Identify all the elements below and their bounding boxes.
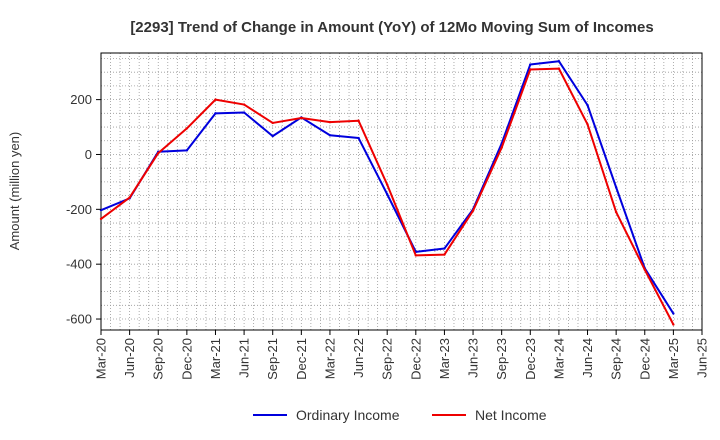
data-point-ordinary-income	[271, 134, 274, 138]
data-point-ordinary-income	[214, 112, 217, 115]
data-point-ordinary-income	[557, 60, 561, 63]
x-tick-label: Dec-23	[523, 338, 538, 380]
data-point-ordinary-income	[529, 63, 532, 66]
data-point-net-income	[414, 254, 418, 257]
data-point-net-income	[214, 98, 217, 101]
data-point-net-income	[157, 151, 160, 155]
y-tick-label: -600	[66, 312, 92, 327]
data-point-net-income	[672, 323, 675, 326]
x-tick-label: Jun-20	[122, 338, 137, 378]
data-point-net-income	[443, 253, 446, 256]
data-point-net-income	[99, 217, 103, 221]
x-tick-label: Jun-23	[466, 338, 481, 378]
x-tick-label: Mar-24	[551, 338, 566, 379]
data-point-net-income	[357, 119, 360, 122]
plot-area	[101, 53, 702, 330]
data-point-net-income	[471, 209, 475, 212]
x-tick-label: Sep-24	[609, 338, 624, 380]
x-tick-label: Jun-25	[695, 338, 710, 378]
data-point-net-income	[328, 120, 332, 124]
data-point-ordinary-income	[357, 136, 360, 140]
y-axis-label: Amount (million yen)	[7, 132, 22, 251]
data-point-net-income	[385, 183, 389, 186]
legend: Ordinary Income Net Income	[253, 407, 547, 423]
data-point-net-income	[271, 121, 274, 125]
x-tick-label: Mar-23	[437, 338, 452, 379]
data-point-ordinary-income	[614, 186, 618, 189]
x-tick-label: Mar-20	[94, 338, 109, 379]
data-point-net-income	[557, 67, 561, 70]
x-tick-label: Dec-24	[637, 338, 652, 380]
data-point-ordinary-income	[385, 193, 389, 196]
data-point-net-income	[242, 103, 246, 106]
x-tick-label: Jun-22	[351, 338, 366, 378]
data-point-ordinary-income	[328, 134, 332, 137]
x-tick-label: Dec-22	[408, 338, 423, 380]
x-tick-label: Sep-20	[151, 338, 166, 380]
x-tick-label: Sep-23	[494, 338, 509, 380]
plot-frame	[100, 52, 703, 331]
data-point-net-income	[643, 268, 646, 271]
x-tick-label: Sep-22	[380, 338, 395, 380]
data-point-net-income	[185, 127, 189, 130]
data-point-net-income	[586, 123, 589, 126]
data-point-ordinary-income	[586, 103, 589, 107]
legend-label-ordinary-income: Ordinary Income	[296, 407, 400, 423]
x-tick-label: Jun-21	[237, 338, 252, 378]
legend-label-net-income: Net Income	[475, 407, 547, 423]
y-axis: 200 0 -200 -400 -600	[66, 92, 101, 327]
data-point-net-income	[529, 68, 532, 71]
y-tick-label: 0	[85, 147, 92, 162]
x-tick-label: Mar-25	[666, 338, 681, 379]
chart-title: [2293] Trend of Change in Amount (YoY) o…	[130, 19, 653, 36]
y-tick-label: 200	[70, 92, 92, 107]
data-point-net-income	[500, 146, 503, 149]
x-tick-label: Mar-21	[208, 338, 223, 379]
data-point-net-income	[614, 210, 618, 214]
x-tick-label: Sep-21	[265, 338, 280, 380]
data-point-ordinary-income	[242, 111, 246, 114]
data-point-net-income	[128, 196, 131, 199]
x-axis: Mar-20 Jun-20 Sep-20 Dec-20 Mar-21 Jun-21 Sep-…	[94, 330, 710, 380]
x-tick-label: Mar-22	[322, 338, 337, 379]
x-tick-label: Jun-24	[580, 338, 595, 378]
y-tick-label: -400	[66, 257, 92, 272]
data-point-net-income	[300, 116, 303, 120]
x-gridlines	[110, 53, 693, 330]
data-point-ordinary-income	[185, 149, 189, 152]
x-tick-label: Dec-20	[179, 338, 194, 380]
data-point-ordinary-income	[672, 312, 675, 315]
y-tick-label: -200	[66, 202, 92, 217]
x-tick-label: Dec-21	[294, 338, 309, 380]
series-lines	[99, 60, 675, 326]
data-point-ordinary-income	[443, 247, 446, 250]
